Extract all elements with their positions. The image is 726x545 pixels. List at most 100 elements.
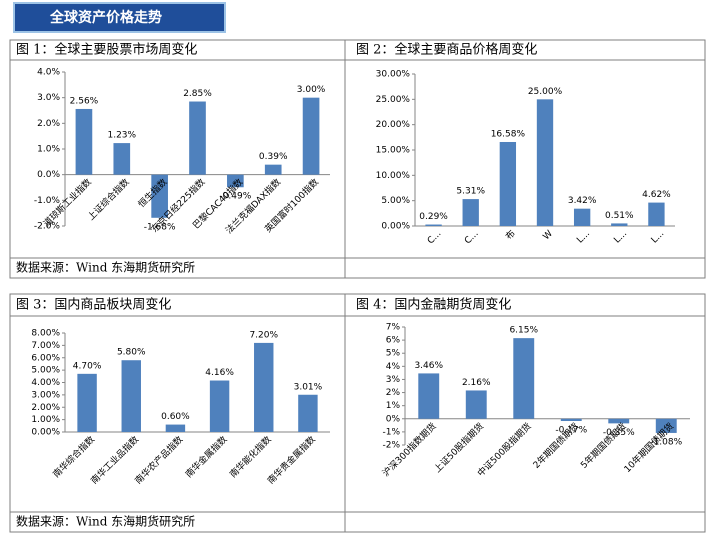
bar	[608, 418, 630, 424]
y-tick-label: 3%	[386, 375, 401, 385]
y-tick-label: 7.00%	[31, 341, 60, 351]
value-label: 6.15%	[509, 326, 538, 336]
bar	[298, 394, 318, 432]
bar	[121, 360, 141, 432]
y-tick-label: 2%	[386, 388, 401, 398]
value-label: 4.16%	[205, 368, 234, 378]
value-label: 16.58%	[491, 129, 526, 139]
x-tick-label: L...	[575, 229, 592, 246]
y-tick-label: 5.00%	[31, 366, 60, 376]
bottom-frame	[9, 293, 706, 533]
y-tick-label: 4.0%	[37, 68, 60, 78]
y-tick-label: 20.00%	[376, 120, 411, 130]
y-tick-label: -1%	[382, 427, 400, 437]
bar	[151, 174, 168, 218]
chart-title: 图 4：国内金融期货周变化	[356, 297, 511, 313]
y-tick-label: -1.0%	[34, 196, 61, 206]
value-label: 0.29%	[419, 212, 448, 222]
source: 数据来源：Wind 东海期货研究所	[16, 260, 195, 275]
x-tick-label: C...	[463, 229, 481, 247]
top-frame	[9, 39, 706, 279]
y-tick-label: 2.0%	[37, 119, 60, 129]
value-label: 3.00%	[297, 85, 326, 95]
y-tick-label: 0.00%	[381, 222, 410, 232]
x-tick-label: L...	[612, 229, 629, 246]
y-tick-label: 1%	[386, 401, 401, 411]
y-tick-label: 4.00%	[31, 378, 60, 388]
bar	[75, 108, 93, 175]
bar	[465, 390, 487, 419]
value-label: -1.68%	[144, 222, 176, 232]
y-tick-label: 1.0%	[37, 145, 60, 155]
source: 数据来源：Wind 东海期货研究所	[16, 514, 195, 529]
y-tick-label: 30.00%	[376, 70, 411, 80]
value-label: 0.39%	[259, 152, 288, 162]
value-label: 2.85%	[183, 89, 212, 99]
x-tick-label: C...	[426, 229, 444, 247]
y-tick-label: 4%	[386, 362, 401, 372]
value-label: 2.16%	[462, 378, 491, 388]
bar	[648, 202, 665, 226]
y-tick-label: 6.00%	[31, 353, 60, 363]
y-tick-label: 6%	[386, 336, 401, 346]
x-tick-label: 布	[503, 227, 518, 242]
value-label: 3.01%	[294, 382, 323, 392]
y-tick-label: 25.00%	[376, 95, 411, 105]
bar	[560, 418, 582, 422]
y-tick-label: 3.0%	[37, 93, 60, 103]
value-label: 0.60%	[161, 412, 190, 422]
y-tick-label: 10.00%	[376, 171, 411, 181]
bar	[655, 418, 677, 433]
value-label: 7.20%	[249, 330, 278, 340]
x-tick-label: 上证50股指期货	[431, 420, 486, 475]
bar	[165, 424, 186, 432]
chart-title: 图 1：全球主要股票市场周变化	[16, 42, 197, 58]
value-label: -0.35%	[603, 428, 635, 438]
bar	[513, 338, 535, 419]
bar	[462, 199, 479, 226]
bar	[254, 342, 274, 432]
value-label: -0.17%	[555, 426, 587, 436]
y-tick-label: 8.00%	[31, 329, 60, 339]
value-label: 2.56%	[70, 96, 99, 106]
bar	[302, 97, 320, 175]
x-tick-label: 南华综合指数	[50, 433, 97, 480]
chart-title: 图 3：国内商品板块周变化	[16, 297, 171, 313]
y-tick-label: -2.0%	[34, 222, 61, 232]
y-tick-label: 5.00%	[381, 196, 410, 206]
bar	[499, 141, 517, 226]
y-tick-label: 0%	[386, 414, 401, 424]
value-label: 1.23%	[107, 131, 136, 141]
bar	[189, 101, 206, 175]
x-tick-label: L...	[650, 229, 667, 246]
chart-title: 图 2：全球主要商品价格周变化	[356, 42, 537, 58]
value-label: 4.70%	[73, 361, 102, 371]
y-tick-label: 3.00%	[31, 390, 60, 400]
bar	[209, 380, 230, 432]
bar	[227, 174, 244, 188]
value-label: 4.62%	[642, 190, 671, 200]
bar	[425, 224, 442, 226]
y-tick-label: 7%	[386, 323, 401, 333]
value-label: 5.31%	[456, 187, 485, 197]
y-tick-label: 15.00%	[376, 146, 411, 156]
bar	[418, 373, 440, 419]
bar	[536, 99, 554, 226]
y-tick-label: 2.00%	[31, 403, 60, 413]
value-label: 25.00%	[528, 87, 563, 97]
y-tick-label: 1.00%	[31, 415, 60, 425]
bar	[77, 373, 97, 432]
bar	[573, 208, 591, 226]
value-label: 3.46%	[414, 361, 443, 371]
y-tick-label: 0.0%	[37, 170, 60, 180]
y-tick-label: 5%	[386, 349, 401, 359]
value-label: 3.42%	[568, 196, 597, 206]
bar	[611, 223, 628, 226]
y-tick-label: -2%	[382, 441, 400, 451]
value-label: -1.08%	[650, 437, 682, 447]
value-label: 0.51%	[605, 211, 634, 221]
header-box	[13, 2, 226, 33]
bar	[264, 164, 282, 175]
header-title: 全球资产价格走势	[49, 9, 162, 26]
